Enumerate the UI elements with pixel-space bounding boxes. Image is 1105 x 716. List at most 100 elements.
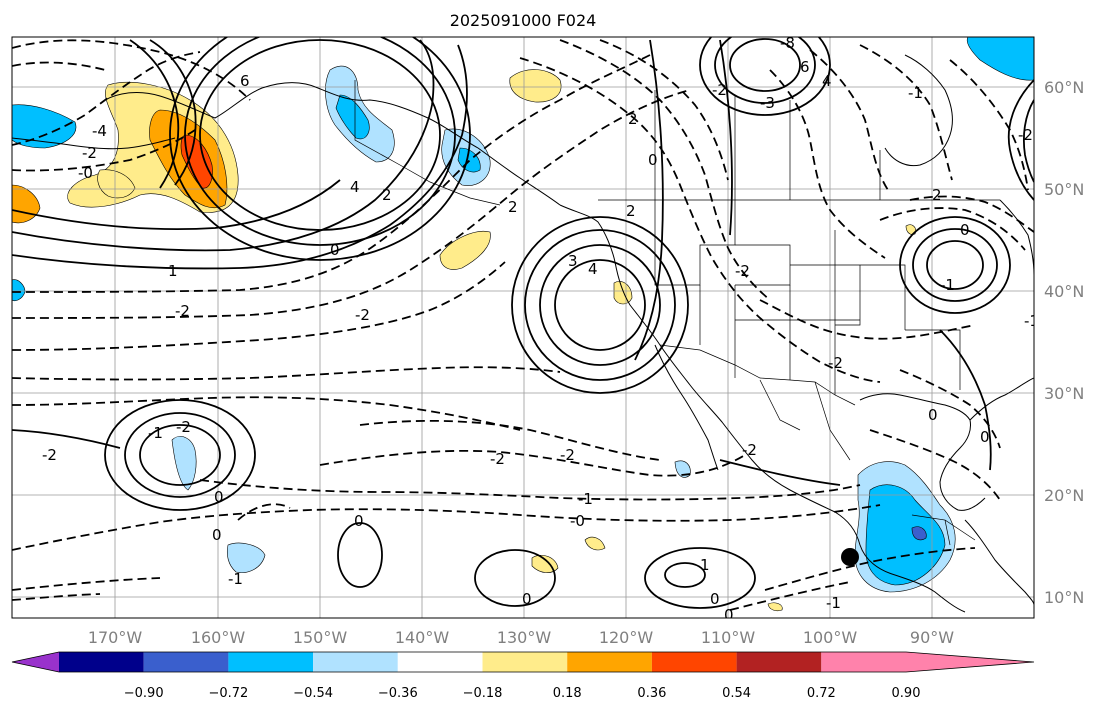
contour-dashed-25 — [764, 547, 976, 591]
contour-solid-20 — [474, 549, 556, 607]
contour-solid-3 — [169, 37, 471, 261]
contour-dashed-23 — [899, 369, 1001, 449]
colorbar-segment — [143, 652, 229, 672]
contour-label: -1 — [228, 570, 243, 588]
contour-label: 0 — [214, 488, 224, 506]
contour-label: 0 — [724, 606, 734, 624]
contour-solid-27 — [634, 39, 664, 361]
shade-cool-hawaii — [226, 542, 266, 573]
contour-dashed-28 — [237, 503, 291, 521]
storm-marker — [841, 548, 859, 566]
lon-label: 170°W — [88, 628, 143, 647]
contour-dashed-9 — [359, 419, 661, 461]
contour-labels: -4 -2 -0 6 4 2 0 1 -2 -2 -2 -1 -0 0 -1 0… — [42, 37, 1034, 624]
contour-label: -1 — [940, 276, 955, 294]
colorbar-tick-label: −0.18 — [463, 686, 503, 701]
coast-florida — [969, 377, 1034, 421]
contour-solid-8 — [554, 259, 646, 351]
contour-label: -0 — [570, 512, 585, 530]
contour-label: 4 — [822, 72, 832, 90]
colorbar-segment — [59, 652, 144, 672]
shade-cool-gulf-core — [335, 94, 370, 140]
contour-label: 0 — [710, 590, 720, 608]
contour-label: 4 — [350, 178, 360, 196]
colorbar-segment — [651, 652, 737, 672]
lon-label: 110°W — [701, 628, 756, 647]
contour-solid-16 — [124, 412, 236, 498]
contour-label: -1 — [578, 490, 593, 508]
contour-label: 0 — [928, 406, 938, 424]
colorbar-segment — [397, 652, 483, 672]
colorbar-segment — [821, 652, 906, 672]
contour-dashed-7 — [12, 366, 561, 381]
contour-solid-24 — [1007, 79, 1034, 201]
coast-baja — [654, 344, 719, 471]
colorbar-tick-label: 0.72 — [807, 686, 836, 701]
shade-warm-ca — [613, 281, 633, 305]
contour-dashed-30 — [12, 61, 106, 71]
contour-label: -2 — [712, 81, 727, 99]
contour-dashed-21 — [909, 195, 1034, 233]
lat-label: 40°N — [1044, 282, 1084, 301]
lon-label: 150°W — [293, 628, 348, 647]
border-canada-prov — [654, 90, 881, 200]
contour-solid-21 — [644, 547, 756, 609]
shade-mexico-purple — [911, 526, 927, 541]
border-alaska — [354, 80, 501, 206]
colorbar-tick-label: −0.90 — [124, 686, 164, 701]
contour-label: -1 — [826, 594, 841, 612]
contour-label: 0 — [330, 241, 340, 259]
colorbar-tick-label: 0.18 — [553, 686, 582, 701]
contour-dashed-4 — [12, 54, 651, 293]
colorbar-tick-label: −0.54 — [293, 686, 333, 701]
contour-label: -2 — [560, 446, 575, 464]
contour-label: 0 — [648, 151, 658, 169]
contour-solid-11 — [912, 228, 998, 302]
colorbar-extend-min — [12, 652, 59, 672]
contour-dashed-15 — [559, 39, 771, 301]
colorbar — [11, 651, 1035, 673]
colorbar-segment — [736, 652, 822, 672]
shade-warm-n-pac — [509, 69, 562, 103]
contour-dashed-17 — [759, 299, 976, 340]
shade-warm-trop2 — [584, 536, 606, 551]
border-state-1 — [654, 200, 736, 286]
contour-dashed-16 — [599, 39, 729, 181]
contour-solid-17 — [139, 424, 221, 486]
contour-label: 2 — [932, 186, 942, 204]
lon-label: 140°W — [395, 628, 450, 647]
latitude-labels: 60°N 50°N 40°N 30°N 20°N 10°N — [1044, 78, 1084, 607]
contour-solid-7 — [539, 244, 661, 366]
coastlines — [12, 54, 1034, 613]
contour-dashed-13 — [12, 577, 161, 591]
shade-warm-gl — [905, 224, 917, 235]
contour-solid-6 — [524, 229, 676, 381]
colorbar-segment — [228, 652, 314, 672]
contour-dashed-20 — [859, 44, 953, 181]
contour-label: 0 — [212, 526, 222, 544]
contour-solid-25 — [1022, 99, 1034, 183]
shade-cool-north — [966, 37, 1034, 81]
lon-label: 90°W — [910, 628, 954, 647]
contour-dashed-18 — [769, 69, 886, 259]
contour-solid-31 — [149, 39, 197, 186]
coast-east — [999, 199, 1034, 276]
colorbar-tick-label: 0.36 — [637, 686, 666, 701]
colorbar-extend-max — [906, 652, 1034, 672]
contour-dashed-2 — [12, 51, 201, 146]
contour-label: 2 — [626, 202, 636, 220]
contour-solid-13 — [699, 37, 831, 116]
colorbar-outline — [11, 651, 1035, 673]
contour-label: 2 — [628, 110, 638, 128]
contour-dashed-11 — [199, 479, 861, 501]
border-state-4 — [790, 264, 906, 330]
contour-label: 6 — [800, 58, 810, 76]
contour-solid-19 — [337, 522, 383, 588]
lon-label: 130°W — [497, 628, 552, 647]
map-title: 2025091000 F024 — [450, 11, 597, 30]
lon-label: 100°W — [803, 628, 858, 647]
shade-cool-bering-west — [12, 279, 26, 302]
coast-aleutians — [12, 137, 176, 150]
contour-label: -2 — [42, 446, 57, 464]
